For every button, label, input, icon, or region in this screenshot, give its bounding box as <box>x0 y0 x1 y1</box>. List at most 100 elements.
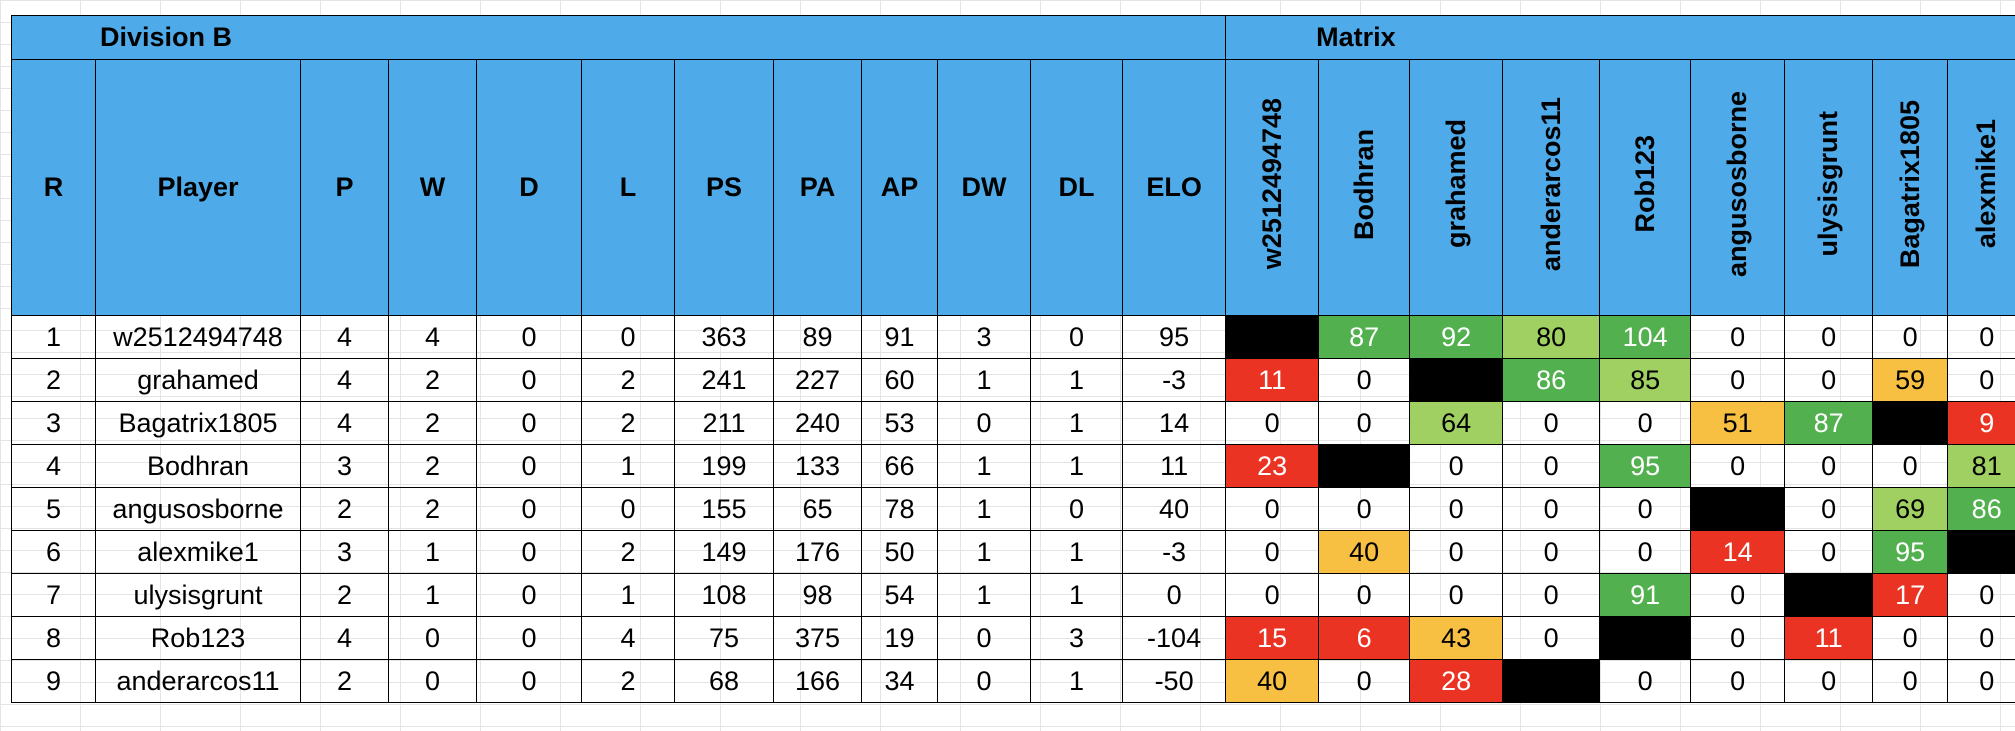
col-header-dw[interactable]: DW <box>937 59 1031 316</box>
cell-points-against[interactable]: 240 <box>773 401 862 445</box>
col-header-r[interactable]: R <box>11 59 96 316</box>
matrix-cell[interactable]: 0 <box>1784 358 1874 402</box>
cell-lost[interactable]: 1 <box>581 573 675 617</box>
cell-lost[interactable]: 2 <box>581 659 675 703</box>
cell-points-scored[interactable]: 363 <box>674 315 774 359</box>
cell-dl[interactable]: 1 <box>1030 573 1123 617</box>
matrix-cell[interactable]: 0 <box>1502 444 1601 488</box>
cell-dw[interactable]: 0 <box>937 616 1031 660</box>
cell-won[interactable]: 2 <box>388 401 477 445</box>
cell-played[interactable]: 3 <box>300 444 389 488</box>
matrix-cell[interactable]: 0 <box>1409 530 1504 574</box>
cell-rank[interactable]: 8 <box>11 616 96 660</box>
cell-player[interactable]: angusosborne <box>95 487 301 531</box>
matrix-cell[interactable]: 40 <box>1225 659 1320 703</box>
matrix-cell[interactable]: 86 <box>1947 487 2015 531</box>
cell-elo[interactable]: 14 <box>1121 401 1227 445</box>
matrix-cell[interactable]: 0 <box>1318 487 1411 531</box>
cell-points-scored[interactable]: 155 <box>674 487 774 531</box>
matrix-cell[interactable]: 104 <box>1599 315 1692 359</box>
matrix-cell[interactable]: 0 <box>1784 444 1874 488</box>
cell-rank[interactable]: 5 <box>11 487 96 531</box>
matrix-cell[interactable]: 0 <box>1409 487 1504 531</box>
matrix-cell[interactable]: 0 <box>1690 573 1786 617</box>
matrix-cell-self[interactable] <box>1318 444 1411 488</box>
matrix-cell[interactable]: 0 <box>1947 659 2015 703</box>
table-row[interactable]: 5 angusosborne 2 2 0 0 155 65 78 1 0 40 0 0 0 0 0 0 69 86 <box>11 487 2015 531</box>
matrix-cell[interactable]: 87 <box>1784 401 1874 445</box>
cell-dl[interactable]: 1 <box>1030 530 1123 574</box>
cell-won[interactable]: 1 <box>388 530 477 574</box>
cell-rank[interactable]: 3 <box>11 401 96 445</box>
cell-points-against[interactable]: 227 <box>773 358 862 402</box>
cell-won[interactable]: 0 <box>388 616 477 660</box>
cell-lost[interactable]: 2 <box>581 358 675 402</box>
cell-avg-points[interactable]: 34 <box>861 659 938 703</box>
cell-avg-points[interactable]: 91 <box>861 315 938 359</box>
cell-drawn[interactable]: 0 <box>476 315 582 359</box>
cell-player[interactable]: Bagatrix1805 <box>95 401 301 445</box>
matrix-cell[interactable]: 92 <box>1409 315 1504 359</box>
cell-points-against[interactable]: 133 <box>773 444 862 488</box>
matrix-cell[interactable]: 17 <box>1872 573 1949 617</box>
cell-played[interactable]: 2 <box>300 487 389 531</box>
cell-lost[interactable]: 1 <box>581 444 675 488</box>
matrix-cell-self[interactable] <box>1784 573 1874 617</box>
matrix-cell[interactable]: 0 <box>1947 573 2015 617</box>
cell-avg-points[interactable]: 19 <box>861 616 938 660</box>
matrix-col-header-alexmike1[interactable]: alexmike1 <box>1947 59 2015 316</box>
matrix-cell[interactable]: 40 <box>1318 530 1411 574</box>
matrix-cell[interactable]: 0 <box>1947 315 2015 359</box>
matrix-col-header-bodhran[interactable]: Bodhran <box>1318 59 1411 316</box>
table-row[interactable]: 6 alexmike1 3 1 0 2 149 176 50 1 1 -3 0 40 0 0 0 14 0 95 <box>11 530 2015 574</box>
col-header-l[interactable]: L <box>581 59 675 316</box>
table-row[interactable]: 3 Bagatrix1805 4 2 0 2 211 240 53 0 1 14 0 0 64 0 0 51 87 9 <box>11 401 2015 445</box>
cell-played[interactable]: 4 <box>300 358 389 402</box>
cell-dl[interactable]: 3 <box>1030 616 1123 660</box>
matrix-cell[interactable]: 0 <box>1599 659 1692 703</box>
cell-avg-points[interactable]: 54 <box>861 573 938 617</box>
cell-points-against[interactable]: 166 <box>773 659 862 703</box>
matrix-cell[interactable]: 0 <box>1502 530 1601 574</box>
cell-points-scored[interactable]: 199 <box>674 444 774 488</box>
cell-player[interactable]: Rob123 <box>95 616 301 660</box>
matrix-cell[interactable]: 0 <box>1690 444 1786 488</box>
cell-lost[interactable]: 4 <box>581 616 675 660</box>
cell-lost[interactable]: 2 <box>581 530 675 574</box>
matrix-col-header-anderarcos11[interactable]: anderarcos11 <box>1502 59 1601 316</box>
cell-played[interactable]: 2 <box>300 659 389 703</box>
cell-points-scored[interactable]: 149 <box>674 530 774 574</box>
matrix-cell[interactable]: 0 <box>1784 315 1874 359</box>
matrix-cell[interactable]: 11 <box>1225 358 1320 402</box>
matrix-cell[interactable]: 86 <box>1502 358 1601 402</box>
cell-drawn[interactable]: 0 <box>476 659 582 703</box>
cell-dw[interactable]: 0 <box>937 401 1031 445</box>
cell-points-against[interactable]: 176 <box>773 530 862 574</box>
matrix-cell[interactable]: 0 <box>1947 358 2015 402</box>
matrix-cell[interactable]: 0 <box>1502 616 1601 660</box>
cell-won[interactable]: 2 <box>388 487 477 531</box>
matrix-cell[interactable]: 6 <box>1318 616 1411 660</box>
cell-avg-points[interactable]: 66 <box>861 444 938 488</box>
matrix-cell[interactable]: 0 <box>1599 487 1692 531</box>
matrix-cell-self[interactable] <box>1947 530 2015 574</box>
matrix-cell-self[interactable] <box>1225 315 1320 359</box>
matrix-cell[interactable]: 85 <box>1599 358 1692 402</box>
cell-player[interactable]: ulysisgrunt <box>95 573 301 617</box>
cell-drawn[interactable]: 0 <box>476 616 582 660</box>
cell-points-against[interactable]: 89 <box>773 315 862 359</box>
cell-played[interactable]: 4 <box>300 616 389 660</box>
cell-rank[interactable]: 6 <box>11 530 96 574</box>
matrix-cell[interactable]: 0 <box>1599 530 1692 574</box>
cell-elo[interactable]: -3 <box>1121 358 1227 402</box>
cell-drawn[interactable]: 0 <box>476 573 582 617</box>
cell-avg-points[interactable]: 78 <box>861 487 938 531</box>
cell-won[interactable]: 0 <box>388 659 477 703</box>
col-header-elo[interactable]: ELO <box>1121 59 1227 316</box>
cell-elo[interactable]: 40 <box>1121 487 1227 531</box>
matrix-cell[interactable]: 0 <box>1872 444 1949 488</box>
cell-player[interactable]: grahamed <box>95 358 301 402</box>
matrix-cell[interactable]: 0 <box>1502 487 1601 531</box>
table-row[interactable]: 7 ulysisgrunt 2 1 0 1 108 98 54 1 1 0 0 0 0 0 91 0 17 0 <box>11 573 2015 617</box>
matrix-cell[interactable]: 0 <box>1225 530 1320 574</box>
